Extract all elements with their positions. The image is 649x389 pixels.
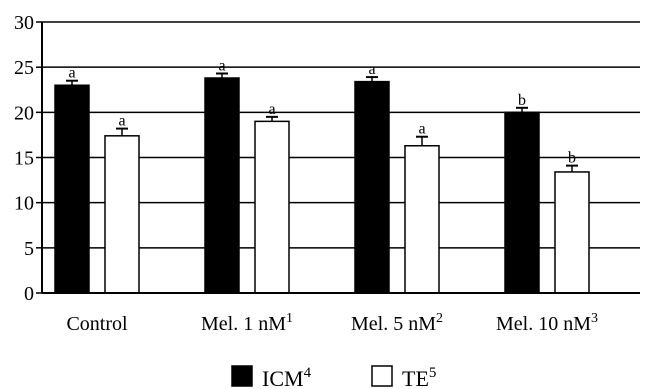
x-category-label: Control (66, 313, 128, 335)
y-tick-label: 30 (14, 12, 34, 34)
bar-te-1 (254, 120, 290, 294)
significance-label: b (568, 150, 576, 167)
significance-label: a (368, 61, 375, 78)
y-tick-label: 25 (14, 57, 34, 79)
x-category-sup: 3 (591, 311, 598, 326)
y-tick-label: 15 (14, 148, 34, 170)
y-tick-label: 5 (24, 238, 34, 260)
legend: ICM4 TE5 (231, 365, 436, 389)
bar-icm-2 (354, 80, 390, 294)
legend-swatch-te (371, 365, 393, 387)
significance-label: a (418, 121, 425, 138)
x-category-main: Mel. 1 nM (201, 313, 286, 335)
y-tick-label: 10 (14, 193, 34, 215)
legend-sup: 4 (304, 365, 312, 381)
y-tick-label: 20 (14, 102, 34, 124)
x-category-sup: 1 (286, 311, 293, 326)
significance-label: a (268, 101, 275, 118)
bar-te-3 (554, 171, 590, 294)
x-axis-categories: Control Mel. 1 nM1 Mel. 5 nM2 Mel. 10 nM3 (66, 311, 598, 335)
bars: a a a a a a b b (54, 57, 590, 294)
x-category-label: Mel. 5 nM2 (351, 311, 443, 335)
significance-label: a (218, 57, 225, 74)
legend-sup: 5 (429, 365, 437, 381)
bar-te-0 (104, 135, 140, 294)
significance-label: a (118, 113, 125, 130)
grid-lines (42, 21, 640, 249)
y-tick-label: 0 (24, 283, 34, 305)
legend-name: TE (402, 366, 429, 389)
legend-label-icm: ICM4 (262, 365, 312, 389)
significance-label: b (518, 92, 526, 109)
x-category-label: Mel. 1 nM1 (201, 311, 293, 335)
y-axis-ticks: 0 5 10 15 20 25 30 (14, 12, 42, 305)
legend-swatch-icm (231, 365, 253, 387)
x-category-sup: 2 (436, 311, 443, 326)
legend-name: ICM (262, 366, 304, 389)
legend-label-te: TE5 (402, 365, 436, 389)
x-category-main: Mel. 10 nM (496, 313, 591, 335)
x-category-label: Mel. 10 nM3 (496, 311, 598, 335)
x-category-main: Control (66, 313, 128, 335)
bar-icm-0 (54, 84, 90, 294)
x-category-main: Mel. 5 nM (351, 313, 436, 335)
bar-icm-3 (504, 111, 540, 294)
bar-icm-1 (204, 77, 240, 294)
significance-label: a (68, 65, 75, 82)
bar-te-2 (404, 145, 440, 294)
